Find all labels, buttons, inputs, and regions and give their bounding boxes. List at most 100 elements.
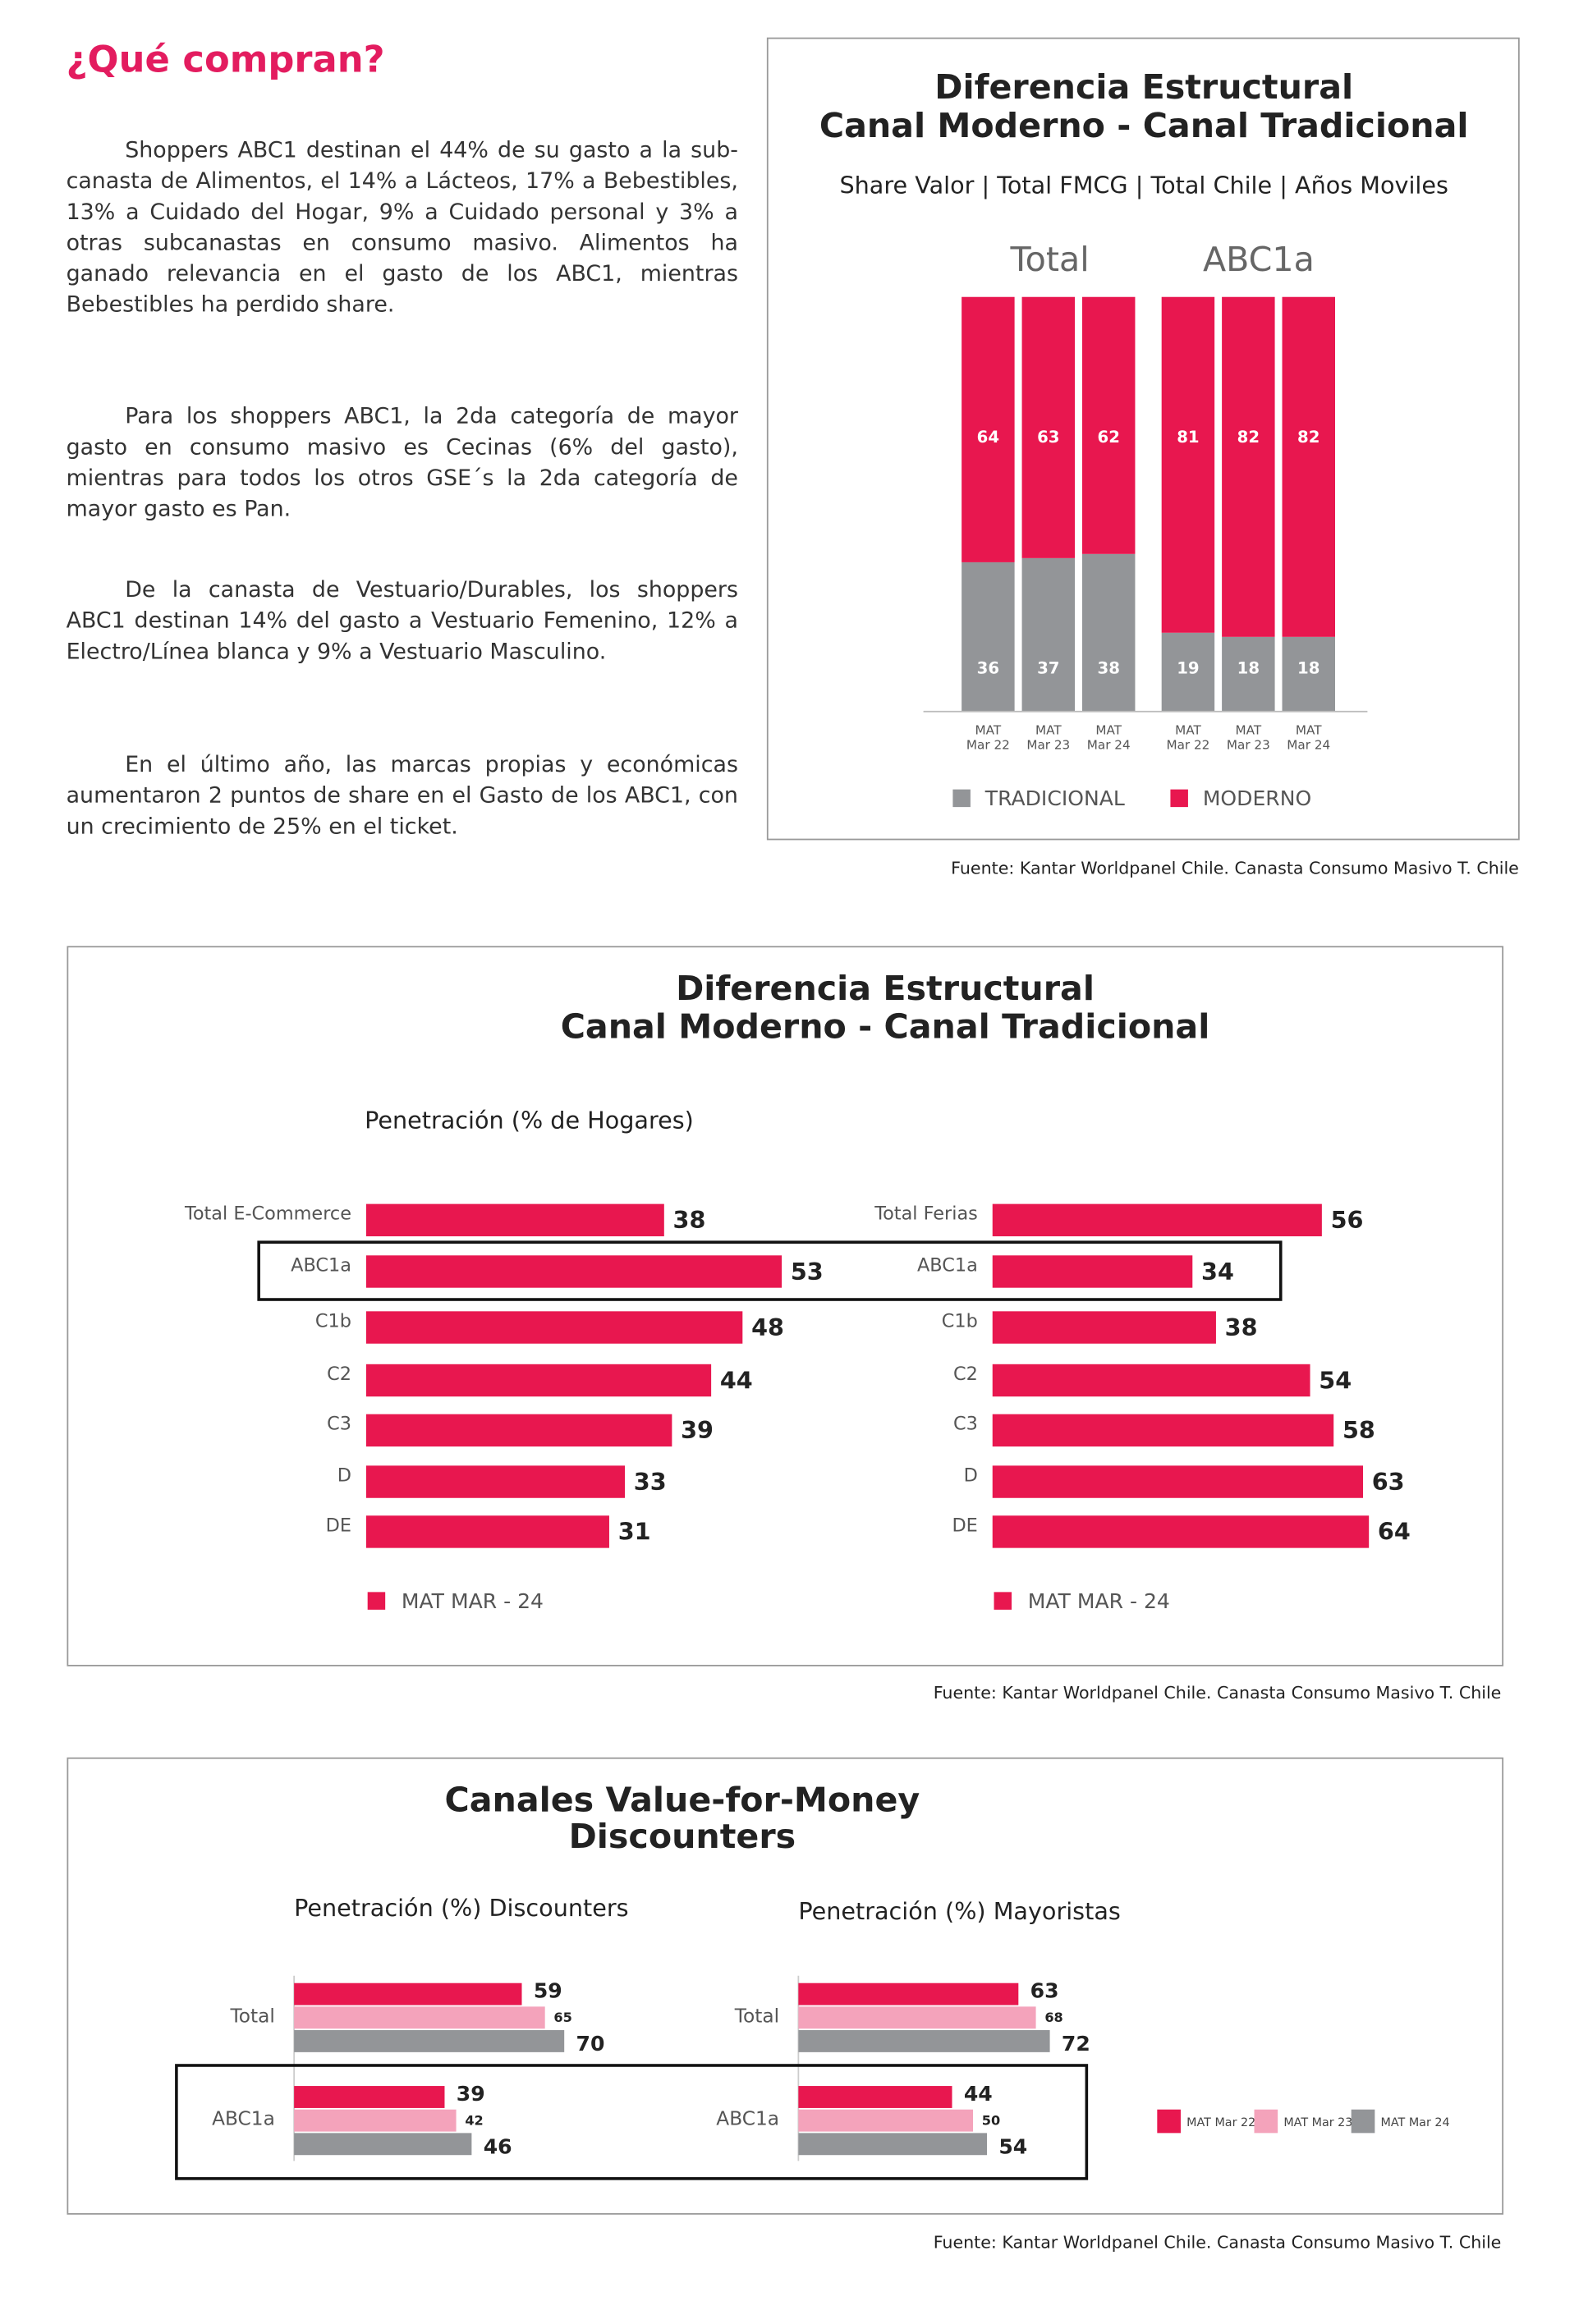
bar [992, 1364, 1310, 1397]
page-title: ¿Qué compran? [66, 38, 385, 81]
x-tick-label: MAT [1035, 722, 1062, 737]
source: Fuente: Kantar Worldpanel Chile. Canasta… [934, 2233, 1502, 2253]
chart-subtitle: Penetración (% de Hogares) [365, 1106, 694, 1134]
bar [294, 1983, 522, 2005]
legend-swatch [994, 1592, 1012, 1610]
legend-swatch [952, 789, 971, 808]
value-label: 63 [1030, 1978, 1059, 2002]
x-tick-label: Mar 23 [1026, 737, 1070, 752]
value-label: 81 [1177, 428, 1199, 447]
bar [992, 1414, 1334, 1447]
chart-subtitle: Share Valor | Total FMCG | Total Chile |… [839, 171, 1448, 199]
value-label: 59 [534, 1978, 562, 2002]
value-label: 19 [1177, 658, 1199, 677]
x-tick-label: Mar 23 [1227, 737, 1270, 752]
x-tick-label: MAT [1175, 722, 1201, 737]
bar-segment [1021, 296, 1076, 558]
bar [294, 2133, 472, 2156]
bar [365, 1255, 783, 1288]
x-tick-label: MAT [975, 722, 1002, 737]
value-label: 54 [1319, 1366, 1352, 1394]
paragraph: Shoppers ABC1 destinan el 44% de su gast… [66, 136, 738, 318]
bar [798, 2030, 1050, 2052]
bar [294, 2030, 565, 2052]
x-tick-label: Mar 24 [1087, 737, 1131, 752]
value-label: 18 [1237, 658, 1260, 677]
x-tick-label: Mar 24 [1287, 737, 1330, 752]
x-tick-label: Mar 22 [1166, 737, 1209, 752]
value-label: 63 [1037, 428, 1059, 447]
value-label: 53 [791, 1258, 824, 1286]
value-label: 44 [720, 1366, 753, 1394]
paragraph: De la canasta de Vestuario/Durables, los… [66, 575, 738, 665]
value-label: 38 [673, 1206, 706, 1234]
bar [365, 1364, 712, 1397]
chart-title: Canal Moderno - Canal Tradicional [819, 106, 1469, 145]
y-tick-label: ABC1a [917, 1254, 978, 1276]
bar [798, 2086, 952, 2108]
bar-segment [962, 562, 1015, 712]
bar [294, 2006, 545, 2029]
bar-segment [1222, 296, 1275, 637]
value-label: 39 [457, 2082, 485, 2106]
value-label: 56 [1331, 1206, 1364, 1234]
value-label: 58 [1342, 1416, 1375, 1444]
value-label: 64 [977, 428, 999, 447]
bar [992, 1203, 1322, 1237]
value-label: 46 [484, 2134, 512, 2158]
value-label: 50 [982, 2113, 1000, 2129]
legend-swatch [1351, 2109, 1375, 2134]
legend-swatch [1157, 2109, 1181, 2134]
chart-title: Diferencia Estructural [934, 67, 1353, 107]
bar [798, 2133, 988, 2156]
value-label: 64 [1378, 1518, 1411, 1546]
bar [992, 1255, 1193, 1288]
y-tick-label: C1b [942, 1310, 978, 1332]
bar [798, 2006, 1036, 2029]
value-label: 34 [1201, 1258, 1234, 1286]
y-tick-label: C2 [953, 1364, 978, 1385]
chart-title: Discounters [569, 1817, 796, 1856]
source: Fuente: Kantar Worldpanel Chile. Canasta… [951, 858, 1519, 878]
source: Fuente: Kantar Worldpanel Chile. Canasta… [934, 1683, 1502, 1703]
legend-swatch [1170, 789, 1188, 808]
value-label: 31 [618, 1518, 651, 1546]
bar-segment [962, 296, 1015, 562]
chart-frame [766, 37, 1520, 841]
value-label: 42 [465, 2113, 483, 2129]
bar [798, 2109, 974, 2132]
bar-segment [1081, 296, 1136, 554]
y-tick-label: C3 [953, 1414, 978, 1435]
bar [365, 1414, 672, 1447]
bar-segment [1161, 296, 1215, 633]
y-tick-label: C2 [327, 1364, 351, 1385]
y-tick-label: Total E-Commerce [184, 1203, 351, 1225]
y-tick-label: Total Ferias [874, 1203, 978, 1225]
value-label: 36 [977, 658, 999, 677]
value-label: 18 [1297, 658, 1320, 677]
legend-label: MAT Mar 23 [1283, 2116, 1352, 2129]
value-label: 44 [964, 2082, 993, 2106]
y-tick-label: DE [952, 1515, 977, 1536]
value-label: 65 [553, 2010, 571, 2025]
panel-title: Penetración (%) Discounters [294, 1894, 628, 1922]
legend-label: MAT Mar 22 [1186, 2116, 1255, 2129]
value-label: 82 [1237, 428, 1260, 447]
value-label: 68 [1044, 2010, 1062, 2025]
value-label: 38 [1225, 1313, 1258, 1341]
y-tick-label: Total [230, 2005, 275, 2027]
bar [294, 2109, 457, 2132]
x-tick-label: MAT [1296, 722, 1322, 737]
value-label: 48 [751, 1313, 784, 1341]
legend-swatch [367, 1592, 386, 1610]
value-label: 37 [1037, 658, 1059, 677]
bar [365, 1515, 609, 1548]
value-label: 63 [1372, 1468, 1405, 1496]
chart-title: Canal Moderno - Canal Tradicional [561, 1007, 1210, 1047]
bar [992, 1465, 1364, 1498]
bar [365, 1203, 664, 1237]
y-tick-label: DE [326, 1515, 351, 1536]
